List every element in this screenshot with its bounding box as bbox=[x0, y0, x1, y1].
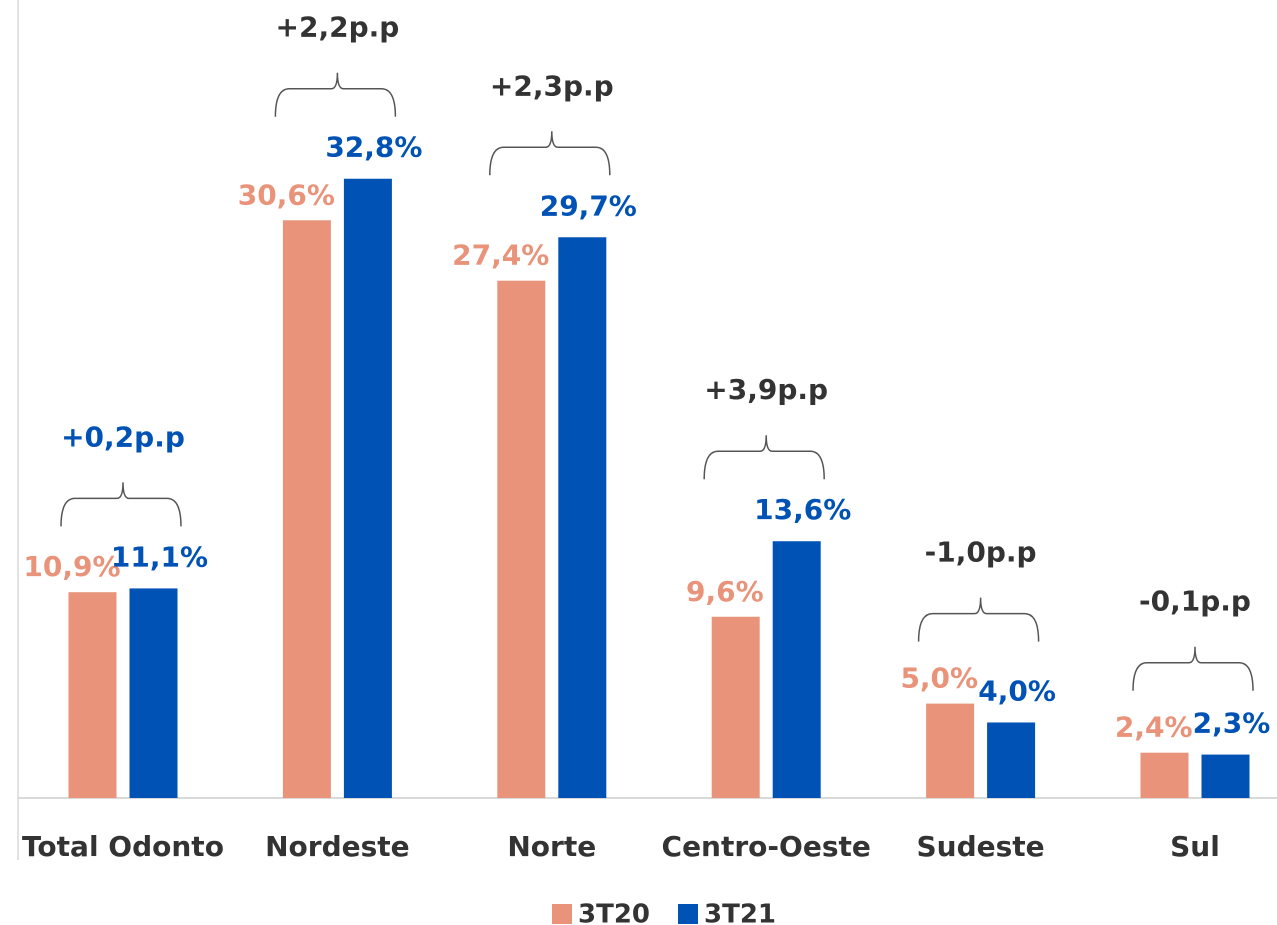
bracket bbox=[1132, 646, 1254, 691]
bar bbox=[558, 237, 607, 798]
value-label: 29,7% bbox=[540, 189, 637, 222]
annotation: +0,2p.p bbox=[61, 420, 185, 453]
value-label: 30,6% bbox=[238, 178, 335, 211]
bar bbox=[772, 541, 821, 798]
bar bbox=[926, 703, 975, 798]
bracket bbox=[60, 482, 182, 527]
annotation: -1,0p.p bbox=[925, 536, 1037, 569]
bar bbox=[987, 722, 1036, 798]
legend-label: 3T21 bbox=[704, 900, 776, 925]
bar bbox=[497, 280, 546, 798]
annotation: -0,1p.p bbox=[1139, 585, 1251, 618]
legend-label: 3T20 bbox=[578, 900, 650, 925]
x-tick-label: Centro-Oeste bbox=[662, 830, 871, 863]
bracket bbox=[703, 435, 825, 480]
value-label: 2,4% bbox=[1115, 711, 1193, 744]
bar bbox=[1140, 752, 1189, 798]
value-label: 32,8% bbox=[325, 131, 422, 164]
legend-swatch bbox=[678, 904, 698, 924]
annotation: +2,3p.p bbox=[490, 69, 614, 102]
value-label: 5,0% bbox=[900, 662, 978, 695]
bracket bbox=[274, 72, 397, 117]
bracket bbox=[489, 131, 611, 176]
bar bbox=[129, 588, 178, 798]
legend-swatch bbox=[552, 904, 572, 924]
bar bbox=[711, 616, 760, 798]
x-tick-label: Sul bbox=[1170, 830, 1220, 863]
value-label: 13,6% bbox=[754, 493, 851, 526]
value-label: 11,1% bbox=[111, 540, 208, 573]
annotation: +3,9p.p bbox=[704, 373, 828, 406]
annotation: +2,2p.p bbox=[276, 11, 400, 44]
value-label: 27,4% bbox=[452, 239, 549, 272]
x-tick-label: Nordeste bbox=[265, 830, 410, 863]
value-label: 10,9% bbox=[23, 550, 120, 583]
bar bbox=[68, 592, 117, 798]
x-tick-label: Sudeste bbox=[917, 830, 1045, 863]
x-tick-label: Norte bbox=[507, 830, 596, 863]
bar bbox=[343, 178, 392, 799]
value-label: 9,6% bbox=[686, 575, 764, 608]
bracket bbox=[917, 597, 1040, 642]
value-label: 4,0% bbox=[978, 674, 1056, 707]
bar bbox=[1201, 754, 1250, 798]
x-tick-label: Total Odonto bbox=[22, 830, 224, 863]
bar bbox=[282, 220, 331, 799]
value-label: 2,3% bbox=[1193, 707, 1271, 740]
